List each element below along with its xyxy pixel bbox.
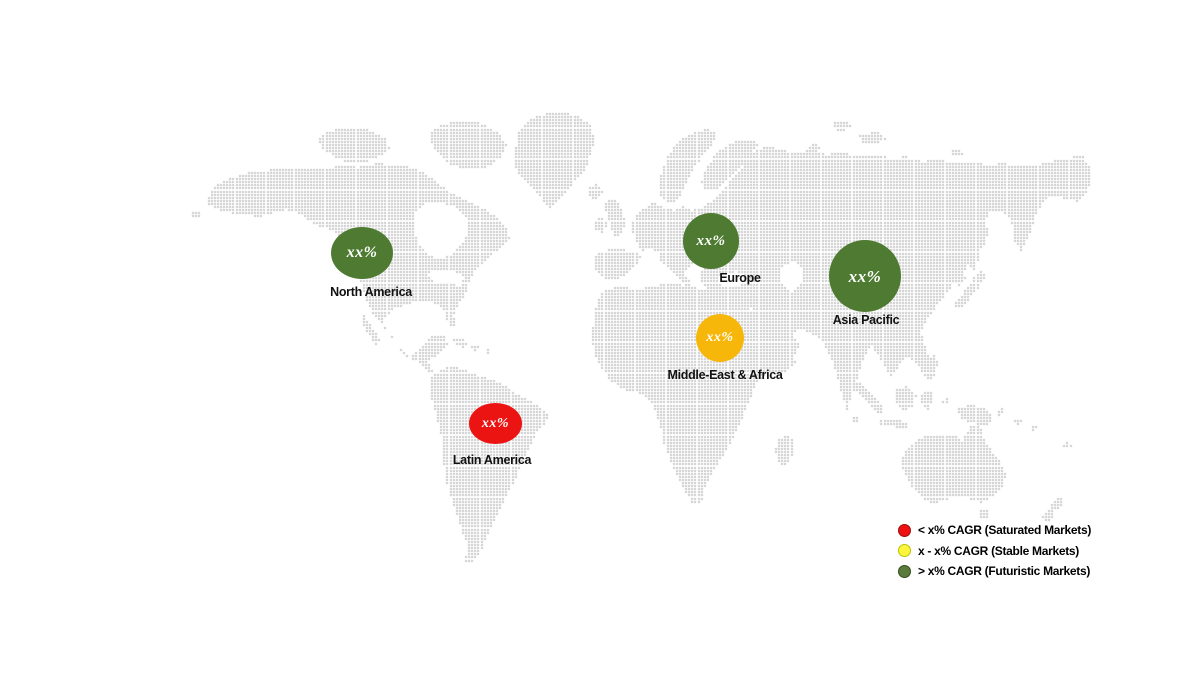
bubble-europe: xx% <box>683 213 739 269</box>
legend-saturated-label: < x% CAGR (Saturated Markets) <box>918 523 1092 538</box>
legend-red-circle-icon <box>898 523 911 537</box>
bubble-north-america-value: xx% <box>346 244 378 261</box>
bubble-latin-america: xx% <box>469 403 522 444</box>
bubble-middle-east-africa-value: xx% <box>706 330 734 345</box>
bubble-europe-value: xx% <box>696 232 726 249</box>
label-asia-pacific: Asia Pacific <box>832 313 900 327</box>
bubble-middle-east-africa: xx% <box>696 314 744 362</box>
bubble-latin-america-value: xx% <box>481 415 510 431</box>
label-north-america: North America <box>330 285 412 299</box>
bubble-north-america: xx% <box>331 227 393 279</box>
bubble-asia-pacific-value: xx% <box>848 266 882 286</box>
legend-stable-label: x - x% CAGR (Stable Markets) <box>918 543 1079 558</box>
legend-row-futuristic: > x% CAGR (Futuristic Markets) <box>898 561 1091 582</box>
label-middle-east-africa: Middle-East & Africa <box>667 368 783 382</box>
label-latin-america: Latin America <box>452 453 532 467</box>
legend-futuristic-label: > x% CAGR (Futuristic Markets) <box>918 564 1091 579</box>
legend: < x% CAGR (Saturated Markets) x - x% CAG… <box>898 520 1091 582</box>
bubble-asia-pacific: xx% <box>829 240 901 312</box>
label-europe: Europe <box>719 271 761 285</box>
legend-row-saturated: < x% CAGR (Saturated Markets) <box>898 520 1091 541</box>
legend-yellow-circle-icon <box>898 544 911 558</box>
legend-green-circle-icon <box>898 564 911 578</box>
legend-row-stable: x - x% CAGR (Stable Markets) <box>898 541 1091 562</box>
